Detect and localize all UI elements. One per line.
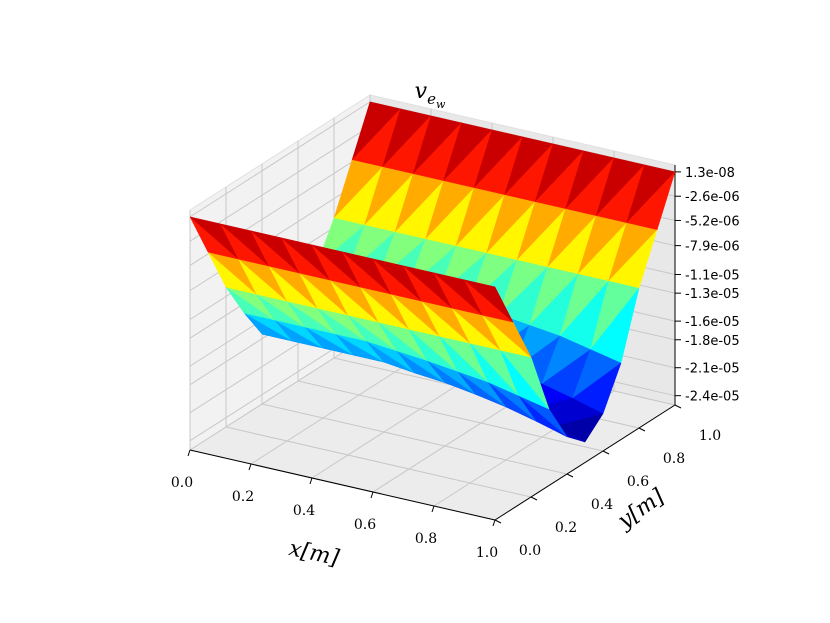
x-tick-label: 0.0 [171, 475, 193, 491]
surface-facet [464, 279, 514, 323]
tick-mark [248, 463, 252, 471]
z-tick-label: -1.1e-05 [685, 269, 740, 284]
tick-mark [566, 473, 574, 478]
grid-line [189, 125, 371, 242]
tick-mark [530, 496, 538, 501]
grid-line [297, 380, 604, 452]
tick-mark [602, 450, 610, 455]
y-tick-label: 1.0 [699, 428, 721, 444]
z-tick-label: -1.3e-05 [685, 287, 740, 302]
y-tick-label: 0.6 [627, 474, 649, 490]
x-tick-label: 0.6 [354, 517, 376, 533]
z-tick-label: 1.3e-08 [685, 166, 735, 181]
x-tick-label: 1.0 [476, 545, 498, 561]
tick-mark [431, 505, 435, 513]
z-tick-label: -5.2e-06 [685, 214, 740, 229]
tick-mark [492, 519, 496, 527]
chart-title: vew [415, 79, 446, 111]
y-axis-line [494, 404, 676, 521]
grid-line [189, 101, 371, 218]
tick-mark [638, 427, 646, 432]
z-tick-label: -2.1e-05 [685, 362, 740, 377]
z-tick-label: -1.8e-05 [685, 334, 740, 349]
y-axis-label: y[m] [613, 484, 670, 534]
title-base: v [415, 79, 428, 104]
grid-line [225, 426, 532, 498]
grid-line [189, 334, 371, 451]
tick-mark [187, 449, 191, 457]
y-tick-label: 0.8 [663, 451, 685, 467]
x-tick-label: 0.4 [293, 503, 315, 519]
x-axis-line [189, 449, 496, 521]
z-tick-label: -2.4e-05 [685, 390, 740, 405]
y-tick-label: 0.4 [591, 497, 613, 513]
y-tick-label: 0.2 [555, 520, 577, 536]
y-tick-label: 0.0 [519, 543, 541, 559]
z-tick-label: -7.9e-06 [685, 240, 740, 255]
grid-line [261, 403, 568, 475]
z-tick-label: -1.6e-05 [685, 315, 740, 330]
z-tick-label: -2.6e-06 [685, 190, 740, 205]
tick-mark [309, 477, 313, 485]
x-tick-label: 0.2 [232, 489, 254, 505]
tick-mark [494, 519, 502, 524]
title-sub: e [427, 90, 436, 108]
x-tick-label: 0.8 [415, 531, 437, 547]
title-subsub: w [436, 98, 446, 111]
tick-mark [370, 491, 374, 499]
tick-mark [674, 404, 682, 409]
x-axis-label: x[m] [287, 536, 342, 571]
